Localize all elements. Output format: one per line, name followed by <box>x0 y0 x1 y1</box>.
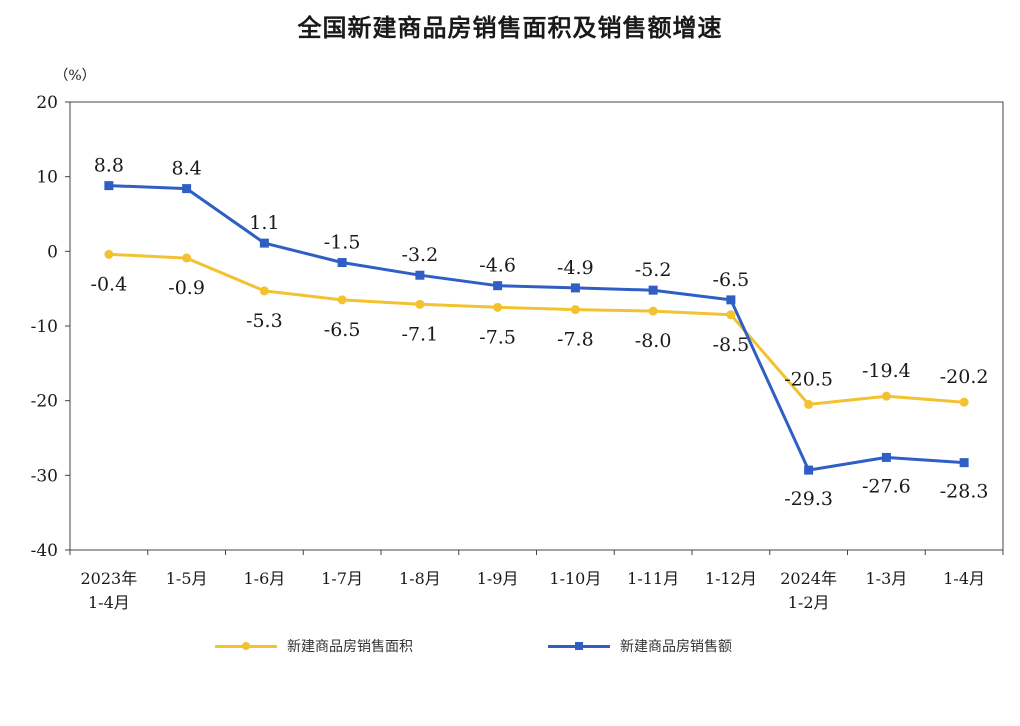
data-label-amount: -4.6 <box>479 255 516 277</box>
data-label-area: -20.2 <box>940 366 989 388</box>
legend-item-amount: 新建商品房销售额 <box>548 636 732 656</box>
x-tick-label: 1-2月 <box>788 593 830 612</box>
data-point-area <box>648 306 658 316</box>
data-point-amount <box>415 270 425 280</box>
x-tick-label: 1-3月 <box>865 569 907 588</box>
legend-marker-area <box>242 641 250 650</box>
data-point-amount <box>881 452 891 462</box>
x-tick-label: 1-8月 <box>399 569 441 588</box>
x-tick-label: 1-7月 <box>321 569 363 588</box>
y-tick-label: 10 <box>36 168 58 188</box>
data-point-area <box>959 397 969 407</box>
data-label-amount: -6.5 <box>713 269 750 291</box>
data-label-amount: -1.5 <box>324 232 361 254</box>
data-label-area: -7.5 <box>479 326 516 348</box>
data-point-area <box>570 305 580 315</box>
y-tick-label: -10 <box>31 317 58 337</box>
y-tick-label: 0 <box>47 242 58 262</box>
data-label-amount: -3.2 <box>402 244 439 266</box>
x-tick-label: 1-10月 <box>549 569 601 588</box>
data-label-area: -0.9 <box>168 277 205 299</box>
data-label-amount: -27.6 <box>862 475 911 497</box>
data-point-area <box>415 299 425 309</box>
data-point-amount <box>648 285 658 295</box>
data-point-amount <box>493 281 503 291</box>
data-label-area: -5.3 <box>246 310 283 332</box>
data-point-area <box>881 391 891 401</box>
data-label-area: -6.5 <box>324 319 361 341</box>
data-point-amount <box>959 458 969 468</box>
data-label-amount: -5.2 <box>635 259 672 281</box>
series-line-1 <box>108 184 965 472</box>
x-tick-label: 1-9月 <box>477 569 519 588</box>
legend-label-area: 新建商品房销售面积 <box>287 639 413 655</box>
x-tick-label: 1-4月 <box>943 569 985 588</box>
data-label-area: -19.4 <box>862 360 911 382</box>
chart-title: 全国新建商品房销售面积及销售额增速 <box>297 14 723 42</box>
legend-swatch-area <box>215 641 277 650</box>
data-point-area <box>726 310 736 320</box>
x-tick-label: 1-5月 <box>166 569 208 588</box>
data-point-amount <box>182 184 192 194</box>
data-point-amount <box>259 238 269 248</box>
data-point-amount <box>337 258 347 268</box>
data-label-area: -7.1 <box>402 323 439 345</box>
x-tick-label: 1-4月 <box>88 593 130 612</box>
data-point-amount <box>726 295 736 305</box>
x-tick-label: 1-11月 <box>627 569 679 588</box>
data-label-amount: 1.1 <box>249 212 279 234</box>
y-axis-label: （%） <box>54 68 95 84</box>
data-point-area <box>337 295 347 305</box>
data-label-area: -7.8 <box>557 329 594 351</box>
x-tick-label: 2024年 <box>780 569 837 588</box>
data-point-area <box>804 399 814 409</box>
data-point-area <box>182 253 192 263</box>
data-point-amount <box>570 283 580 293</box>
legend-swatch-amount <box>548 641 610 650</box>
y-tick-label: -20 <box>31 392 58 412</box>
data-point-area <box>259 286 269 296</box>
y-tick-label: -30 <box>31 466 58 486</box>
y-tick-label: -40 <box>31 541 58 561</box>
data-label-amount: 8.4 <box>172 158 202 180</box>
x-tick-label: 2023年 <box>81 569 138 588</box>
data-label-area: -8.5 <box>713 334 750 356</box>
data-point-area <box>493 302 503 312</box>
x-tick-label: 1-6月 <box>243 569 285 588</box>
y-tick-label: 20 <box>36 93 58 113</box>
data-point-amount <box>804 465 814 475</box>
legend-label-amount: 新建商品房销售额 <box>620 639 732 655</box>
data-label-amount: 8.8 <box>94 155 124 177</box>
series-line-0 <box>108 252 965 406</box>
data-label-amount: -4.9 <box>557 257 594 279</box>
legend-marker-amount <box>575 641 583 650</box>
data-label-amount: -29.3 <box>784 488 833 510</box>
data-point-amount <box>104 181 114 191</box>
x-tick-label: 1-12月 <box>705 569 757 588</box>
legend-item-area: 新建商品房销售面积 <box>215 636 413 656</box>
data-label-area: -20.5 <box>784 368 833 390</box>
data-label-area: -8.0 <box>635 330 672 352</box>
data-point-area <box>104 249 114 259</box>
data-label-amount: -28.3 <box>940 481 989 503</box>
data-label-area: -0.4 <box>91 273 128 295</box>
